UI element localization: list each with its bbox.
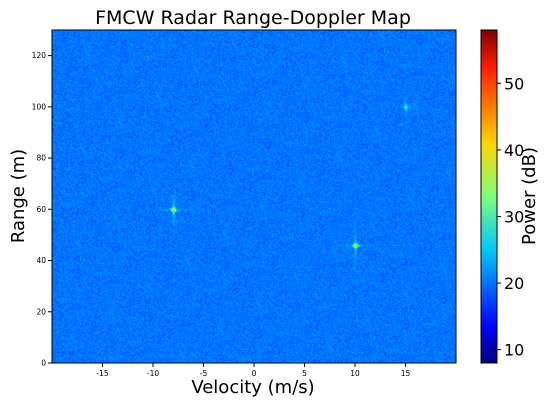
plot-frame bbox=[51, 29, 457, 364]
x-tick-label: 0 bbox=[252, 369, 257, 378]
y-tick-label: 120 bbox=[32, 51, 47, 60]
x-axis-ticks: -15 -10 -5 0 5 10 15 bbox=[96, 363, 410, 378]
y-axis-label: Range (m) bbox=[8, 149, 29, 243]
x-tick-label: -15 bbox=[96, 369, 108, 378]
y-axis-ticks: 0 20 40 60 80 100 120 bbox=[32, 51, 52, 368]
colorbar-tick-label: 10 bbox=[504, 341, 524, 360]
colorbar-tick-label: 40 bbox=[504, 141, 524, 160]
y-tick-label: 20 bbox=[36, 307, 46, 316]
y-tick-label: 80 bbox=[36, 154, 46, 163]
x-tick-label: -5 bbox=[200, 369, 208, 378]
y-tick-label: 60 bbox=[36, 205, 46, 214]
y-tick-label: 100 bbox=[32, 102, 47, 111]
colorbar-tick-label: 50 bbox=[504, 74, 524, 93]
heatmap-image bbox=[52, 30, 456, 363]
colorbar bbox=[480, 29, 498, 364]
y-tick-label: 0 bbox=[41, 359, 46, 368]
x-tick-label: 5 bbox=[302, 369, 307, 378]
x-tick-label: 10 bbox=[350, 369, 360, 378]
colorbar-label: Power (dB) bbox=[519, 147, 540, 245]
colorbar-tick-label: 20 bbox=[504, 274, 524, 293]
chart-title: FMCW Radar Range-Doppler Map bbox=[95, 7, 411, 29]
colorbar-ticks: 10 20 30 40 50 bbox=[497, 74, 524, 360]
colorbar-tick-label: 30 bbox=[504, 207, 524, 226]
y-tick-label: 40 bbox=[36, 256, 46, 265]
x-tick-label: -10 bbox=[147, 369, 159, 378]
x-axis-label: Velocity (m/s) bbox=[191, 377, 314, 398]
x-tick-label: 15 bbox=[401, 369, 411, 378]
